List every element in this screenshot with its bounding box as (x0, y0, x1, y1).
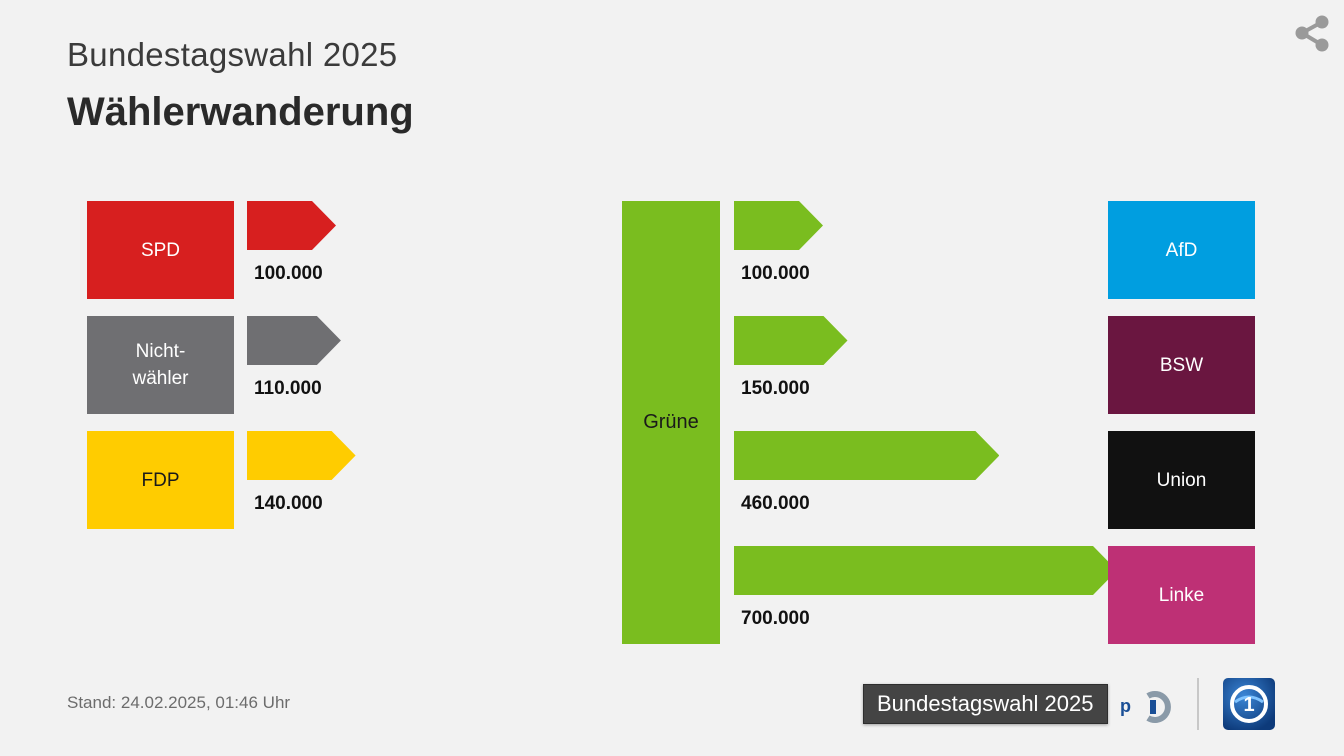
outflow-value-label-2: 460.000 (741, 493, 810, 514)
inflow-value-label-0: 100.000 (254, 263, 323, 284)
source-party-box-0: SPD (87, 201, 234, 299)
source-party-box-2-label: FDP (141, 469, 180, 491)
target-party-box-3-label: Linke (1158, 584, 1205, 606)
outflow-arrow-3-shape (734, 546, 1117, 595)
chart-title: Wählerwanderung (67, 90, 414, 134)
share-icon[interactable] (1290, 12, 1334, 56)
logo-divider (1197, 678, 1199, 730)
source-party-box-1: Nicht- wähler (87, 316, 234, 414)
outflow-arrow-0 (734, 201, 823, 250)
source-party-box-1-label: Nicht- wähler (132, 341, 189, 389)
outflow-value-label-0: 100.000 (741, 263, 810, 284)
outflow-arrow-1-shape (734, 316, 848, 365)
timestamp: Stand: 24.02.2025, 01:46 Uhr (67, 693, 291, 712)
target-party-box-0: AfD (1108, 201, 1255, 299)
ard-one-logo-icon[interactable]: 1 (1223, 678, 1275, 730)
inflow-arrow-0 (247, 201, 336, 250)
inflow-arrow-1 (247, 316, 341, 365)
center-party-bar: Grüne (622, 201, 720, 644)
inflow-value-label-1: 110.000 (254, 378, 322, 399)
outflow-value-label-1: 150.000 (741, 378, 810, 399)
outflow-value-label-3: 700.000 (741, 608, 810, 629)
target-party-box-0-label: AfD (1165, 239, 1198, 261)
target-party-box-3: Linke (1108, 546, 1255, 644)
outflow-arrow-3 (734, 546, 1117, 595)
inflow-arrow-0-shape (247, 201, 336, 250)
center-party-label: Grüne (643, 411, 699, 433)
inflow-arrow-1-shape (247, 316, 341, 365)
outflow-arrow-0-shape (734, 201, 823, 250)
target-party-box-2-label: Union (1156, 469, 1207, 491)
ard-small-logo-icon: p (1120, 688, 1180, 724)
source-party-box-0-label: SPD (140, 239, 181, 261)
tooltip: Bundestagswahl 2025 (863, 684, 1108, 724)
target-party-box-1-label: BSW (1159, 354, 1204, 376)
svg-text:1: 1 (1243, 694, 1254, 716)
outflow-arrow-2-shape (734, 431, 1000, 480)
inflow-arrow-2-shape (247, 431, 356, 480)
target-party-box-2: Union (1108, 431, 1255, 529)
target-party-box-1: BSW (1108, 316, 1255, 414)
svg-text:p: p (1120, 696, 1131, 716)
inflow-value-label-2: 140.000 (254, 493, 323, 514)
outflow-arrow-2 (734, 431, 1000, 480)
source-party-box-2: FDP (87, 431, 234, 529)
outflow-arrow-1 (734, 316, 848, 365)
chart-subtitle: Bundestagswahl 2025 (67, 36, 398, 73)
inflow-arrow-2 (247, 431, 356, 480)
